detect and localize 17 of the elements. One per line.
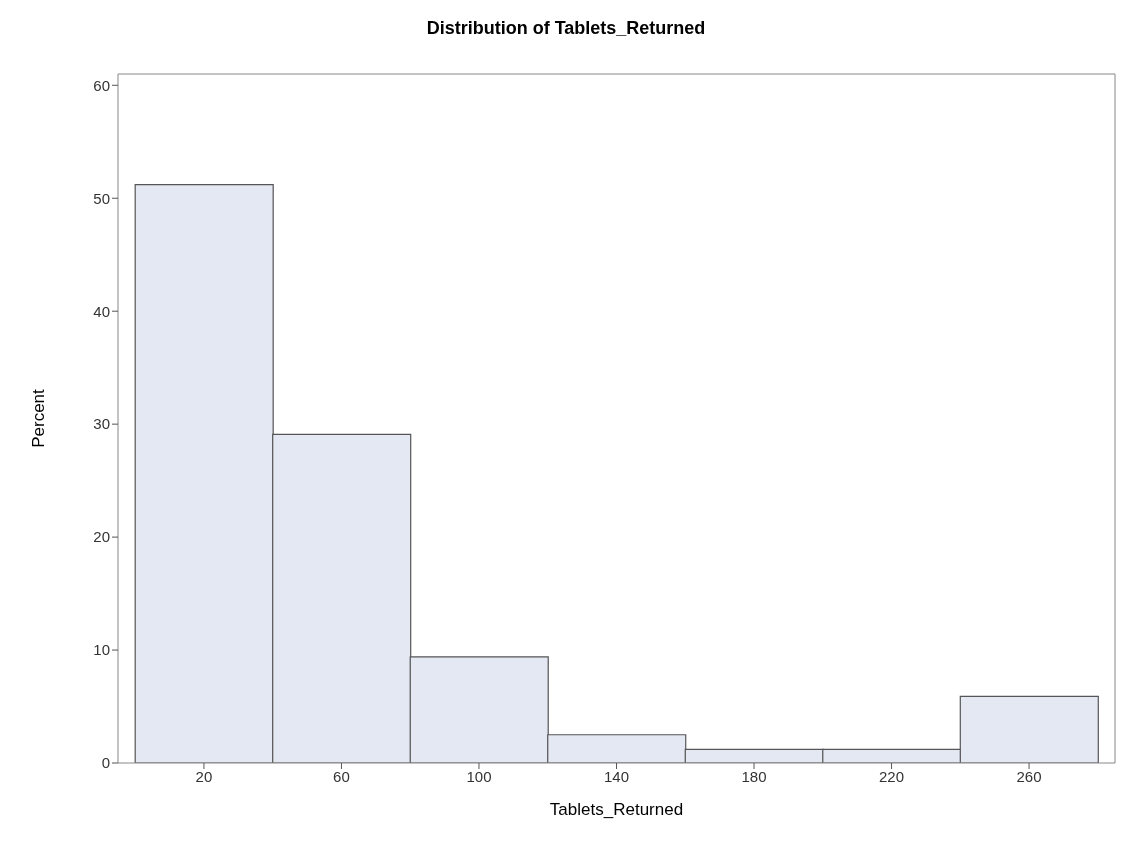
y-tick-label: 10: [93, 641, 110, 659]
x-tick-label: 140: [603, 767, 630, 785]
y-tick-label: 20: [93, 528, 110, 546]
x-tick-label: 20: [195, 767, 213, 785]
x-tick-label: 180: [741, 767, 767, 785]
x-axis-title: Tablets_Returned: [549, 800, 684, 819]
x-tick-label: 100: [466, 767, 492, 785]
y-tick-label: 60: [93, 76, 110, 94]
y-tick-label: 40: [93, 302, 110, 320]
chart-title: Distribution of Tablets_Returned: [425, 18, 707, 39]
x-tick-label: 60: [333, 767, 350, 785]
y-tick-label: 30: [93, 415, 110, 433]
y-tick-label: 50: [93, 189, 110, 207]
y-tick-label: 0: [101, 754, 110, 772]
x-tick-label: 260: [1016, 767, 1042, 785]
y-axis-title: Percent: [29, 388, 49, 448]
x-tick-label: 220: [879, 767, 905, 785]
